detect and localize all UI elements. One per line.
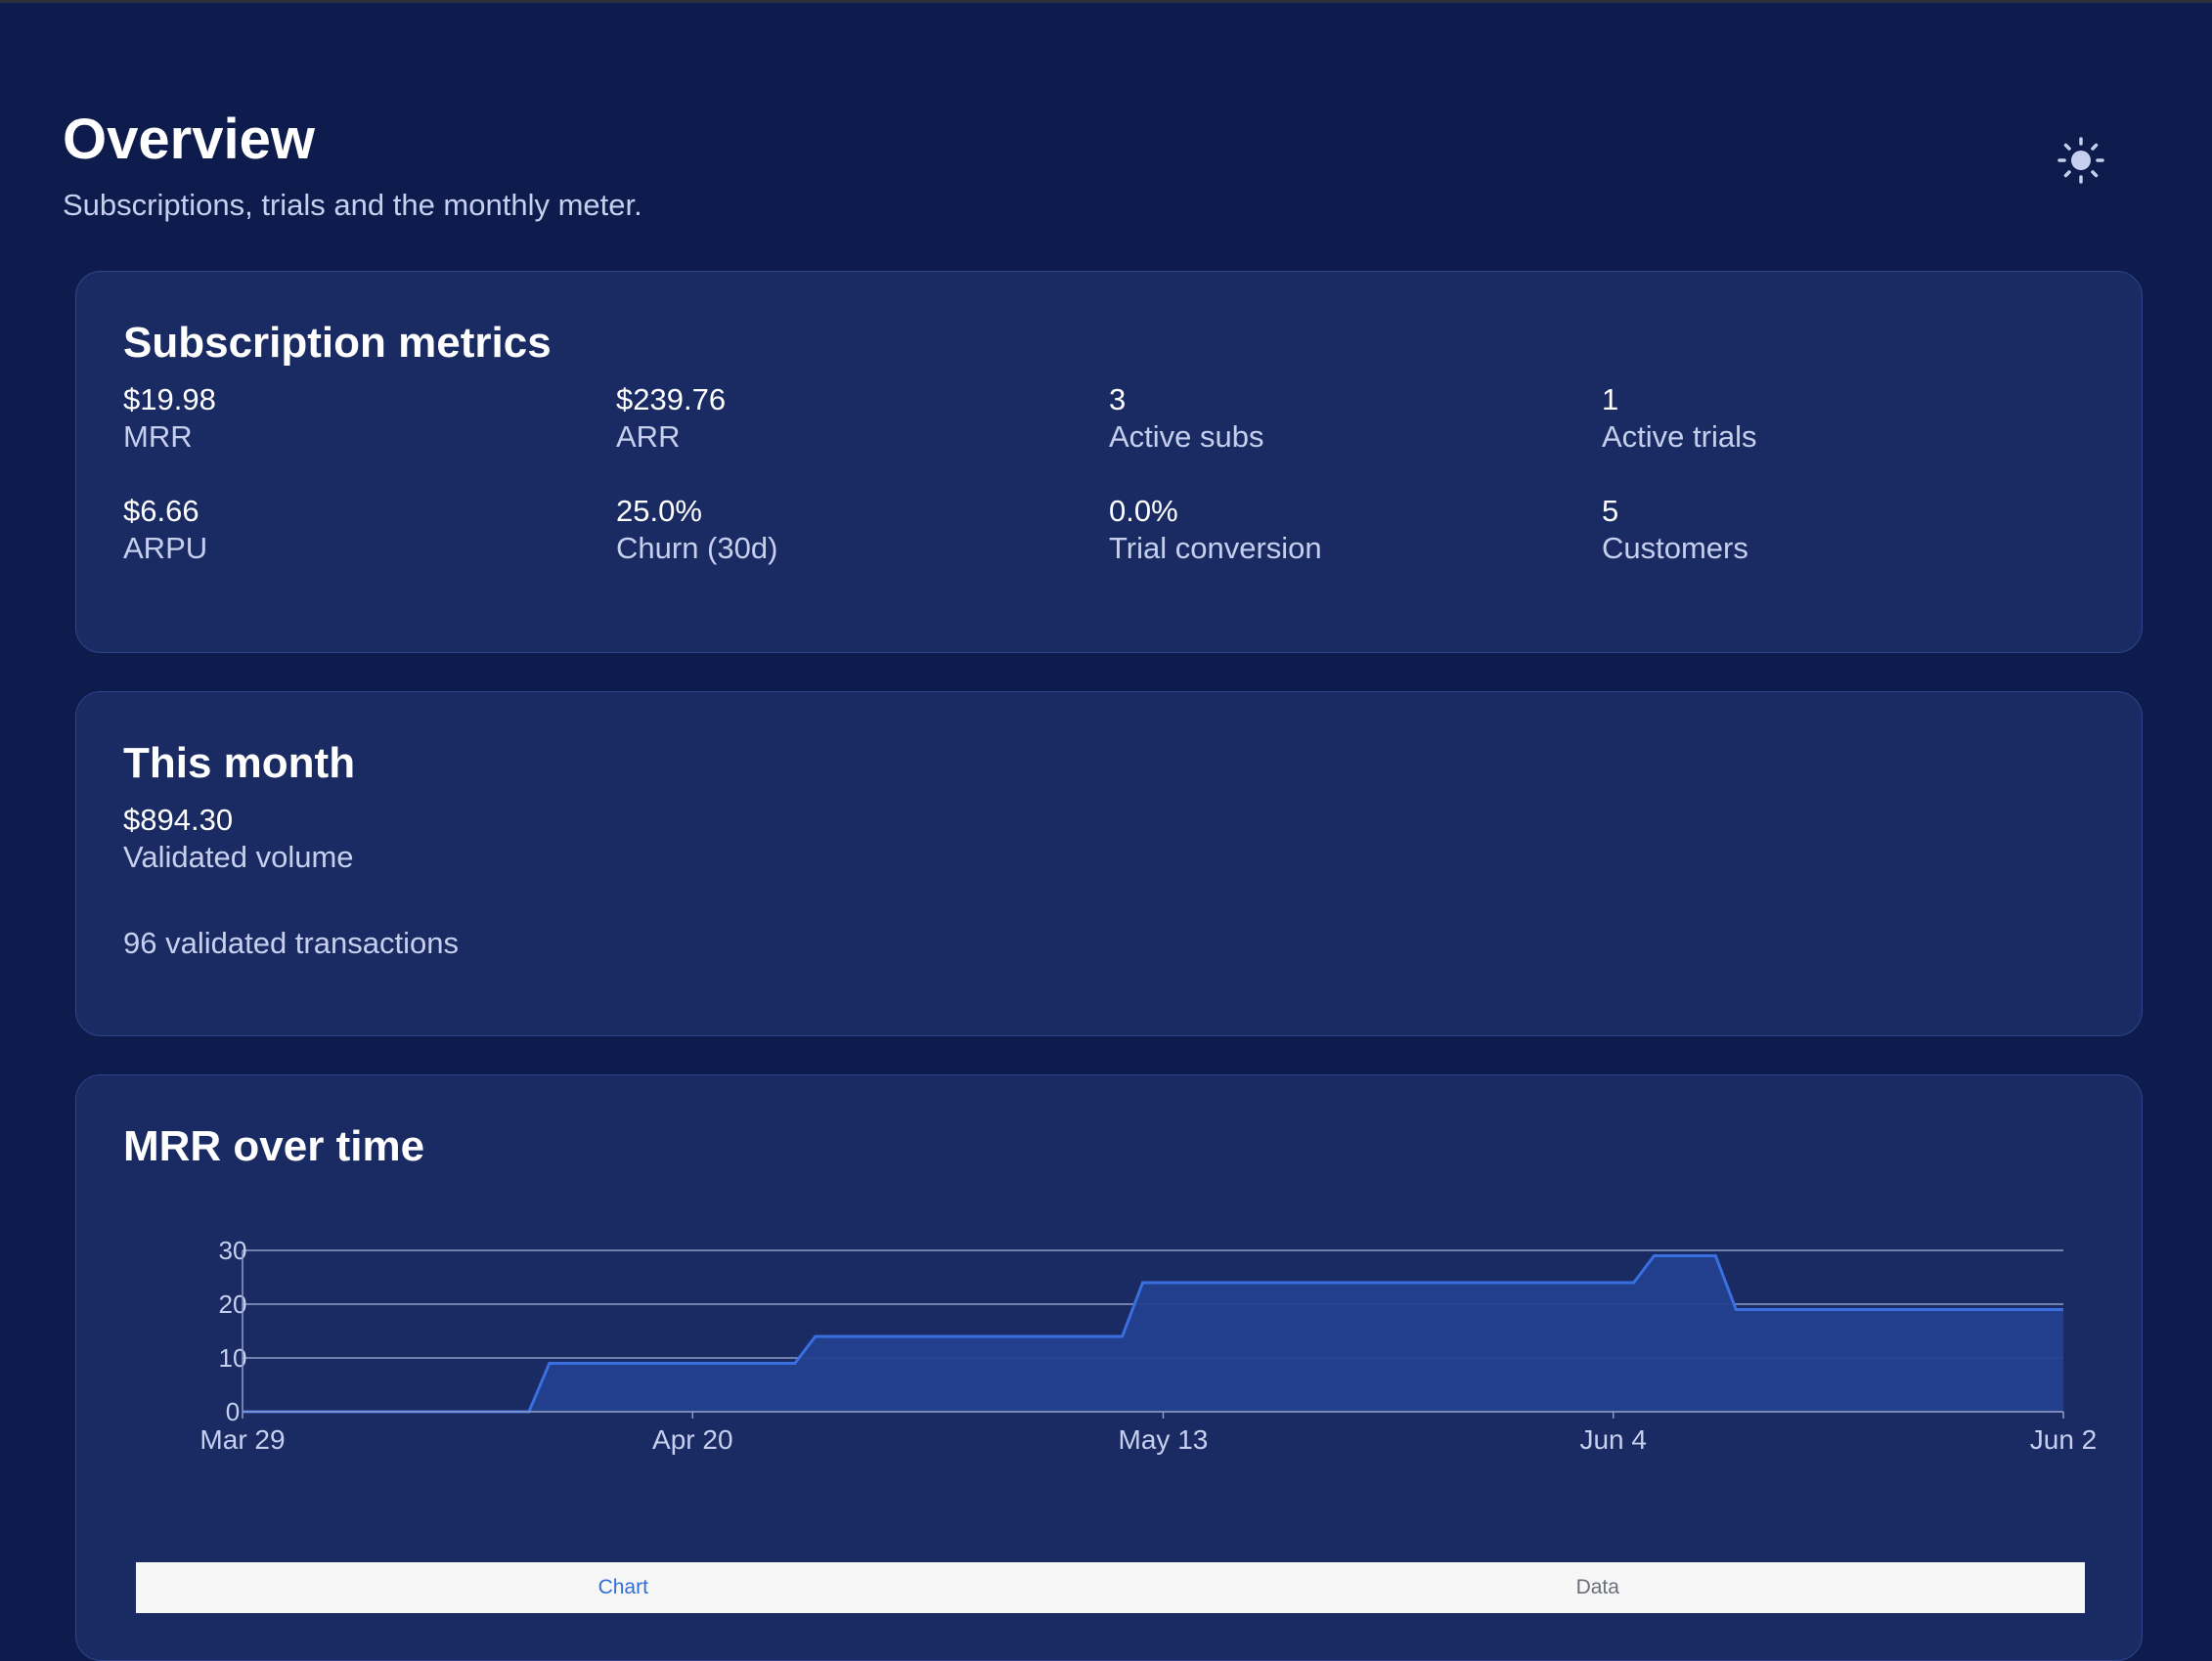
metric-customers: 5 Customers [1602, 493, 2095, 567]
this-month-title: This month [123, 739, 356, 787]
x-tick-label: May 13 [1119, 1424, 1209, 1455]
validated-transactions-count: 96 validated transactions [123, 926, 459, 960]
metric-churn: 25.0% Churn (30d) [616, 493, 1109, 567]
validated-volume-label: Validated volume [123, 840, 354, 874]
metric-value: $239.76 [616, 382, 727, 416]
metric-label: Active trials [1602, 419, 1757, 454]
mrr-area [243, 1255, 2063, 1412]
metric-label: Trial conversion [1109, 531, 1322, 565]
theme-toggle-button[interactable] [2056, 135, 2106, 186]
this-month-card: This month $894.30 Validated volume 96 v… [75, 691, 2143, 1036]
metric-label: Active subs [1109, 419, 1264, 454]
metric-trial-conversion: 0.0% Trial conversion [1109, 493, 1602, 567]
metric-value: $19.98 [123, 382, 216, 416]
chart-tabbar: Chart Data [136, 1562, 2085, 1613]
metric-label: MRR [123, 419, 193, 454]
sun-icon [2057, 137, 2104, 184]
metric-value: $6.66 [123, 494, 199, 528]
page-title: Overview [63, 108, 315, 171]
validated-volume-value: $894.30 [123, 803, 234, 837]
metric-value: 1 [1602, 382, 1619, 416]
metric-mrr: $19.98 MRR [123, 381, 616, 456]
metric-label: ARR [616, 419, 681, 454]
mrr-chart-card: MRR over time 0 10 20 30 Mar 29 Apr 20 May 13 J… [75, 1074, 2143, 1661]
metric-value: 25.0% [616, 494, 702, 528]
metric-active-subs: 3 Active subs [1109, 381, 1602, 456]
mrr-chart-title: MRR over time [123, 1122, 425, 1170]
subscription-metrics-title: Subscription metrics [123, 319, 552, 367]
window-top-border [0, 0, 2212, 3]
metric-label: Customers [1602, 531, 1748, 565]
metric-value: 0.0% [1109, 494, 1178, 528]
y-tick-label: 0 [226, 1397, 240, 1426]
metric-label: ARPU [123, 531, 208, 565]
mrr-series-line [243, 1254, 2063, 1414]
page-subtitle: Subscriptions, trials and the monthly me… [63, 188, 642, 222]
metric-value: 5 [1602, 494, 1619, 528]
metric-value: 3 [1109, 382, 1127, 416]
tab-chart[interactable]: Chart [597, 1576, 648, 1598]
tab-data[interactable]: Data [1575, 1576, 1619, 1598]
x-tick-label: Jun 4 [1579, 1424, 1647, 1455]
metric-arr: $239.76 ARR [616, 381, 1109, 456]
subscription-metrics-card: Subscription metrics $19.98 MRR $239.76 … [75, 271, 2143, 653]
x-tick-label: Jun 2 [2030, 1424, 2098, 1455]
x-tick-label: Apr 20 [652, 1424, 733, 1455]
metrics-grid: $19.98 MRR $239.76 ARR 3 Active subs 1 A… [123, 381, 2099, 567]
metric-active-trials: 1 Active trials [1602, 381, 2095, 456]
page-header: Overview Subscriptions, trials and the m… [63, 108, 2149, 225]
metric-arpu: $6.66 ARPU [123, 493, 616, 567]
metric-label: Churn (30d) [616, 531, 778, 565]
x-tick-label: Mar 29 [199, 1424, 285, 1455]
validated-volume-metric: $894.30 Validated volume [123, 802, 354, 876]
